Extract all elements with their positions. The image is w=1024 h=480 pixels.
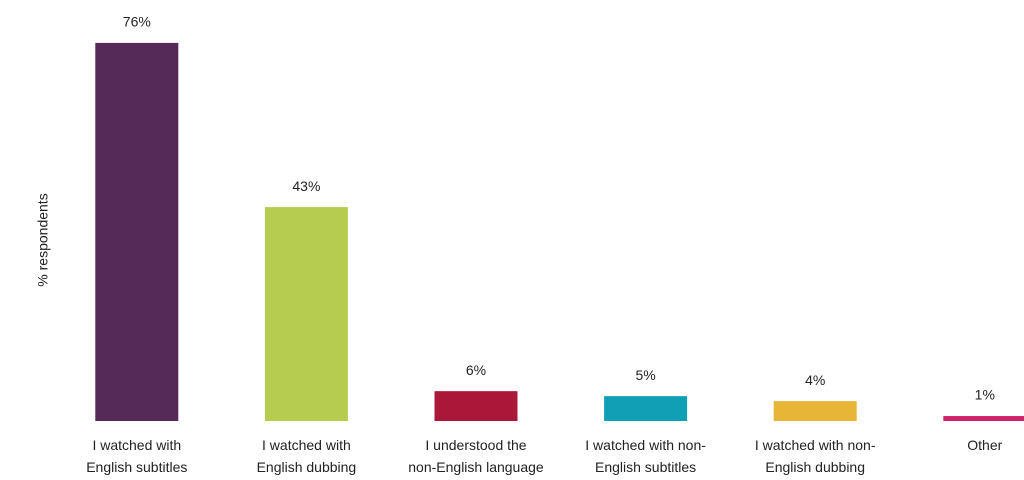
bar [264, 207, 348, 421]
y-axis-label: % respondents [35, 193, 51, 286]
bar [604, 396, 688, 421]
value-label: 1% [975, 387, 995, 403]
x-tick-label: I watched with non-English dubbing [755, 437, 876, 475]
x-tick-label: I understood the non-English language [408, 437, 544, 475]
value-label: 6% [466, 362, 486, 378]
x-tick-label: I watched with non-English subtitles [585, 437, 706, 475]
x-tick-label: Other [967, 437, 1002, 453]
value-label: 43% [292, 178, 320, 194]
bar [434, 391, 518, 421]
bar [773, 401, 857, 421]
x-tick-label: I watched with English dubbing [257, 437, 357, 475]
x-tick-label: I watched with English subtitles [86, 437, 187, 475]
bar [943, 416, 1024, 421]
value-label: 5% [635, 367, 655, 383]
bar [95, 42, 179, 422]
value-label: 76% [123, 14, 151, 30]
value-label: 4% [805, 372, 825, 388]
